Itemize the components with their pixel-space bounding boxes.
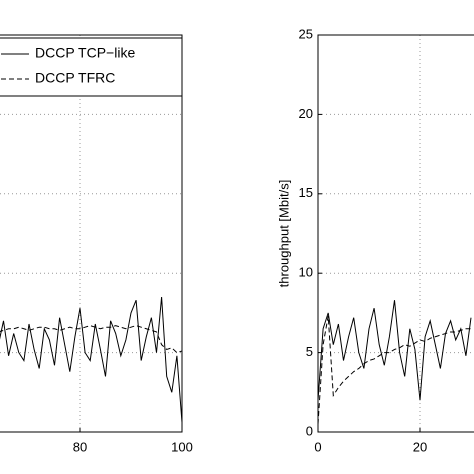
y-tick-label: 25 [299, 26, 313, 41]
legend-label: DCCP TFRC [35, 70, 115, 86]
series-line [318, 315, 471, 425]
x-tick-label: 80 [73, 439, 87, 454]
legend-box [0, 37, 183, 97]
axes-box [0, 34, 183, 433]
x-tick-label: 100 [171, 439, 193, 454]
x-tick-label: 20 [413, 439, 427, 454]
x-tick-label: 0 [314, 439, 321, 454]
y-tick-label: 15 [299, 185, 313, 200]
y-tick-label: 0 [306, 423, 313, 438]
series-line [0, 296, 182, 423]
y-axis-label: throughput [Mbit/s] [276, 180, 291, 288]
y-tick-label: 20 [299, 106, 313, 121]
legend-label: DCCP TCP−like [35, 45, 135, 61]
y-tick-label: 5 [306, 344, 313, 359]
y-tick-label: 10 [299, 265, 313, 280]
plot-area [0, 35, 182, 432]
series-line [318, 300, 472, 401]
plot-area [318, 35, 474, 432]
axes-box [317, 34, 474, 433]
